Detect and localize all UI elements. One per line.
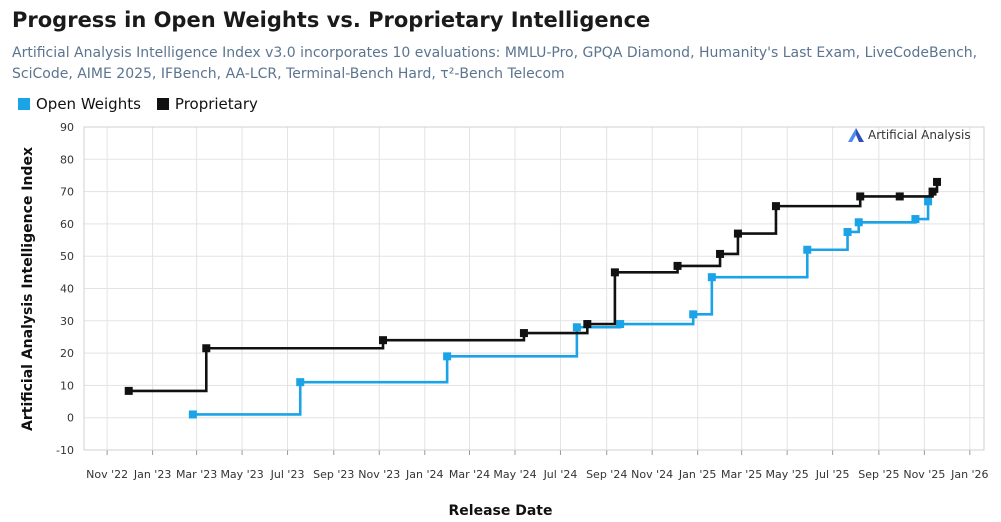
x-tick-label: Jan '24 [405,468,443,481]
proprietary-data-point[interactable] [202,344,211,353]
y-tick-label: 90 [60,121,74,134]
legend: Open Weights Proprietary [18,95,274,113]
brand-label: Artificial Analysis [868,128,971,142]
x-tick-label: Sep '23 [313,468,354,481]
y-tick-label: 30 [60,315,74,328]
proprietary-data-point[interactable] [716,249,725,258]
x-tick-label: Jan '26 [950,468,988,481]
x-tick-label: Mar '25 [721,468,762,481]
proprietary-data-point[interactable] [933,177,942,186]
x-tick-label: May '24 [493,468,536,481]
brand-watermark: Artificial Analysis [848,128,971,142]
open-weights-data-point[interactable] [616,320,625,329]
x-tick-label: Mar '23 [176,468,217,481]
x-tick-label: Jan '23 [133,468,171,481]
y-axis-label: Artificial Analysis Intelligence Index [20,147,36,431]
y-tick-label: 0 [67,412,74,425]
y-tick-label: 60 [60,218,74,231]
x-tick-label: Sep '25 [858,468,899,481]
legend-item-proprietary[interactable]: Proprietary [156,95,258,113]
legend-item-open-weights[interactable]: Open Weights [18,95,141,113]
open-weights-data-point[interactable] [443,352,452,361]
y-tick-label: 10 [60,379,74,392]
open-weights-data-point[interactable] [296,378,305,387]
x-tick-label: Jan '25 [678,468,716,481]
proprietary-data-point[interactable] [673,261,682,270]
open-weights-data-point[interactable] [803,245,812,254]
chart-title: Progress in Open Weights vs. Proprietary… [12,8,651,32]
proprietary-data-point[interactable] [610,268,619,277]
proprietary-data-point[interactable] [895,192,904,201]
y-tick-label: 70 [60,186,74,199]
proprietary-data-point[interactable] [124,386,133,395]
legend-label-proprietary: Proprietary [174,95,258,113]
x-tick-label: May '23 [220,468,263,481]
proprietary-data-point[interactable] [856,192,865,201]
proprietary-data-point[interactable] [928,187,937,196]
proprietary-data-point[interactable] [771,202,780,211]
x-tick-label: Nov '23 [358,468,400,481]
y-tick-label: 40 [60,283,74,296]
legend-label-open-weights: Open Weights [36,95,141,113]
open-weights-data-point[interactable] [924,197,933,206]
open-weights-data-point[interactable] [911,215,920,224]
open-weights-data-point[interactable] [572,323,581,332]
y-tick-label: 80 [60,153,74,166]
chart-subtitle: Artificial Analysis Intelligence Index v… [12,45,978,82]
x-tick-label: Jul '24 [543,468,578,481]
proprietary-data-point[interactable] [583,320,592,329]
x-tick-label: Jul '25 [815,468,850,481]
x-tick-label: Mar '24 [449,468,490,481]
y-tick-label: 50 [60,250,74,263]
proprietary-data-point[interactable] [733,229,742,238]
proprietary-series-line [128,181,939,393]
proprietary-data-point[interactable] [379,336,388,345]
x-tick-label: Nov '25 [903,468,945,481]
x-tick-label: Jul '23 [270,468,305,481]
open-weights-series-line [192,201,930,416]
x-tick-label: Nov '24 [631,468,673,481]
proprietary-swatch [156,98,169,110]
y-tick-label: -10 [56,444,74,457]
x-tick-label: May '25 [766,468,809,481]
artificial-analysis-logo-icon [848,128,864,142]
x-tick-label: Nov '22 [86,468,128,481]
plot-frame [83,126,985,451]
open-weights-data-point[interactable] [854,218,863,227]
open-weights-data-point[interactable] [707,273,716,282]
x-axis-label: Release Date [448,503,553,519]
open-weights-swatch [18,98,30,110]
proprietary-data-point[interactable] [519,329,528,338]
x-tick-label: Sep '24 [586,468,627,481]
y-tick-label: 20 [60,347,74,360]
open-weights-data-point[interactable] [843,227,852,236]
open-weights-data-point[interactable] [689,310,698,319]
open-weights-data-point[interactable] [188,410,197,419]
